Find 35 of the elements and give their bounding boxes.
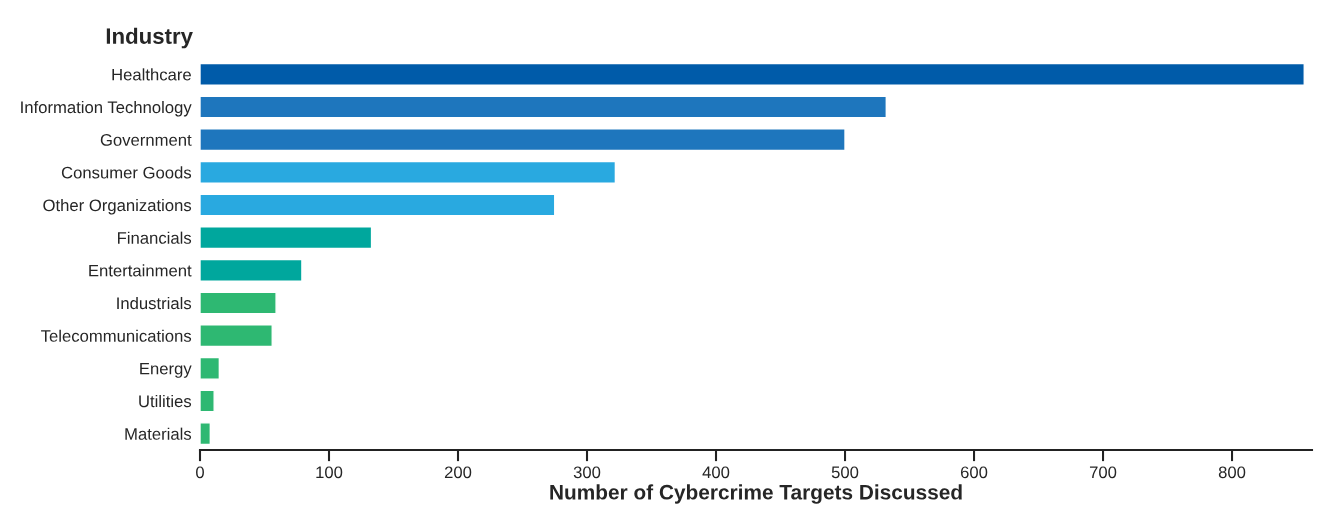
x-axis-title: Number of Cybercrime Targets Discussed	[550, 484, 962, 504]
y-tick-label: Government	[100, 134, 192, 146]
x-tick-label: 400	[702, 466, 730, 479]
y-tick-label: Industrials	[117, 296, 192, 310]
y-tick-label: Telecommunications	[41, 329, 192, 342]
bar	[200, 193, 556, 217]
bar	[200, 389, 215, 413]
x-tick-label: 300	[573, 466, 601, 479]
bar	[200, 356, 221, 380]
y-tick-label: Information Technology	[21, 100, 192, 117]
y-tick-label: Healthcare	[112, 68, 191, 81]
x-tick-label: 500	[831, 466, 859, 479]
x-tick-label: 200	[444, 466, 472, 479]
bar	[200, 291, 277, 315]
bar	[200, 128, 846, 152]
bar	[200, 62, 1305, 86]
y-tick-label: Financials	[118, 231, 192, 244]
bar	[200, 95, 887, 119]
bar	[200, 258, 303, 282]
y-tick-label: Utilities	[139, 394, 192, 408]
y-tick-label: Other Organizations	[43, 198, 192, 215]
y-tick-label: Consumer Goods	[61, 166, 192, 179]
x-tick-label: 700	[1089, 466, 1117, 479]
y-tick-label: Materials	[125, 427, 192, 440]
bar	[200, 422, 212, 446]
x-tick-label: 0	[196, 466, 204, 479]
x-tick-label: 100	[316, 466, 343, 479]
y-tick-label: Energy	[140, 362, 192, 378]
x-tick-label: 800	[1218, 466, 1246, 479]
bar	[200, 226, 373, 250]
y-axis-title: Industry	[106, 27, 193, 49]
bar	[200, 160, 617, 184]
x-tick-label: 600	[960, 466, 988, 479]
bar	[200, 324, 273, 348]
y-tick-label: Entertainment	[89, 264, 192, 277]
